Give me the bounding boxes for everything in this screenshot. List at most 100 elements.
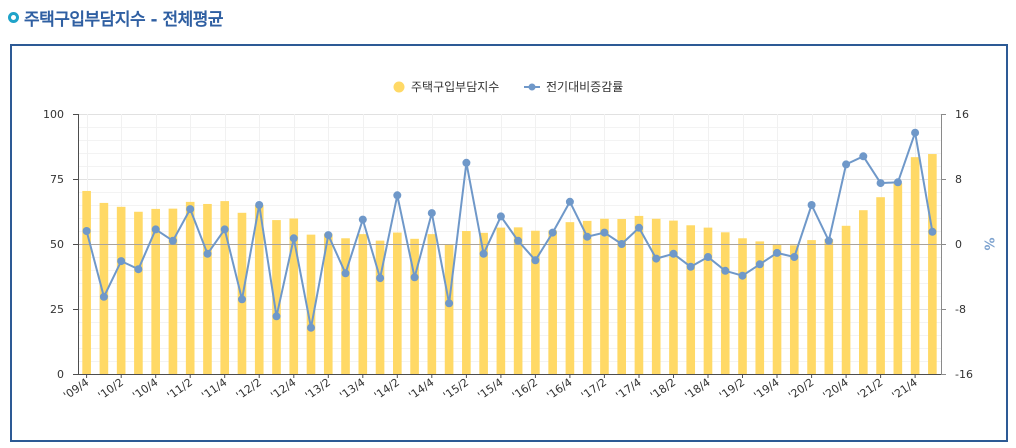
line-point: [565, 197, 574, 206]
line-point: [134, 265, 143, 274]
x-axis-tick-label: '13/2: [303, 376, 333, 403]
line-point: [496, 212, 505, 221]
line-point: [790, 253, 799, 261]
bar: [462, 231, 471, 374]
x-axis-tick-label: '20/4: [821, 376, 851, 403]
x-axis-tick-label: '19/2: [717, 376, 747, 403]
page-title: 주택구입부담지수 - 전체평균: [24, 9, 224, 30]
bar: [755, 241, 765, 374]
line-point: [600, 228, 609, 237]
legend-label-bar: 주택구입부담지수: [411, 80, 499, 94]
line-series: [82, 128, 937, 332]
right-axis-tick-label: 8: [955, 173, 962, 186]
line-point: [859, 152, 868, 161]
bar: [841, 225, 851, 374]
left-axis-tick-label: 100: [43, 108, 64, 121]
bar: [686, 225, 696, 374]
line-point: [324, 231, 333, 240]
bar: [134, 211, 143, 374]
bar: [116, 206, 126, 374]
line-point: [738, 271, 747, 280]
bar: [220, 201, 230, 374]
right-axis-tick-label: -8: [955, 303, 966, 316]
bar: [168, 208, 178, 374]
x-axis-tick-label: '12/4: [268, 376, 298, 403]
line-point: [807, 201, 816, 209]
x-axis-tick-label: '10/2: [96, 376, 126, 403]
bar: [393, 232, 402, 374]
line-point: [427, 209, 436, 218]
x-axis-tick-label: '14/4: [406, 376, 436, 403]
bar: [99, 202, 109, 374]
legend-line-marker: [528, 83, 536, 91]
x-axis-tick-label: '12/2: [234, 376, 264, 403]
bar: [323, 233, 333, 374]
bar: [876, 197, 885, 374]
line-point: [773, 248, 781, 257]
legend-bar-swatch: [393, 81, 405, 93]
line-point: [911, 128, 920, 137]
bar: [582, 220, 592, 374]
line-point: [583, 232, 592, 241]
bar: [600, 218, 609, 374]
x-axis-tick-label: '11/2: [165, 376, 195, 403]
line-point: [117, 257, 126, 266]
bar: [738, 238, 747, 374]
line-point: [410, 273, 419, 282]
bar: [410, 238, 419, 374]
bar: [272, 220, 281, 374]
line-point: [99, 292, 108, 301]
bar: [203, 203, 212, 374]
bar: [375, 240, 385, 374]
line-point: [289, 234, 298, 243]
line-point: [686, 262, 695, 271]
line-point: [531, 256, 540, 265]
line-point: [462, 158, 471, 167]
x-axis-tick-label: '21/2: [855, 376, 885, 403]
x-axis-tick-label: '09/4: [61, 376, 91, 403]
x-axis-tick-label: '15/4: [475, 376, 505, 403]
bar: [427, 234, 437, 374]
left-axis-tick-label: 25: [50, 303, 64, 316]
bar: [548, 230, 557, 374]
legend-item-bar: 주택구입부담지수: [393, 80, 499, 94]
line-point: [669, 249, 678, 258]
right-axis-tick-label: 16: [955, 108, 969, 121]
right-axis-tick-label: -16: [955, 368, 973, 381]
line-point: [376, 274, 385, 283]
chart-panel: 0 25 50 75 100 -16 -8 0 8 16'09/4'10/2'10/4'11/2 '…: [10, 44, 1008, 442]
line-point: [445, 299, 454, 308]
x-axis-tick-label: '18/4: [683, 376, 713, 403]
line-point: [168, 236, 177, 245]
bar: [703, 227, 713, 374]
bar: [289, 218, 299, 374]
bar: [341, 238, 350, 374]
x-axis-tick-label: '19/4: [752, 376, 782, 403]
left-axis-tick-label: 75: [50, 173, 64, 186]
bar: [185, 201, 195, 374]
x-axis-tick-label: '17/2: [579, 376, 609, 403]
line-point: [255, 201, 264, 209]
right-axis-tick-label: 0: [955, 238, 962, 251]
bar: [254, 205, 264, 374]
circle-bullet-icon: [8, 11, 19, 23]
line-point: [893, 178, 902, 187]
line-point: [876, 179, 885, 188]
line-point: [842, 160, 851, 169]
line-point: [358, 215, 367, 224]
line-point: [238, 295, 246, 304]
x-axis-tick-label: '17/4: [614, 376, 644, 403]
x-axis-tick-label: '20/2: [786, 376, 816, 403]
bar: [237, 212, 247, 374]
bar: [634, 215, 644, 374]
bar: [531, 230, 540, 374]
bar: [824, 239, 834, 374]
line-point: [82, 227, 91, 235]
line-point: [514, 236, 523, 245]
right-axis-unit-label: %: [981, 237, 996, 250]
x-axis-tick-label: '13/4: [337, 376, 367, 403]
page-header: 주택구입부담지수 - 전체평균: [8, 5, 224, 30]
